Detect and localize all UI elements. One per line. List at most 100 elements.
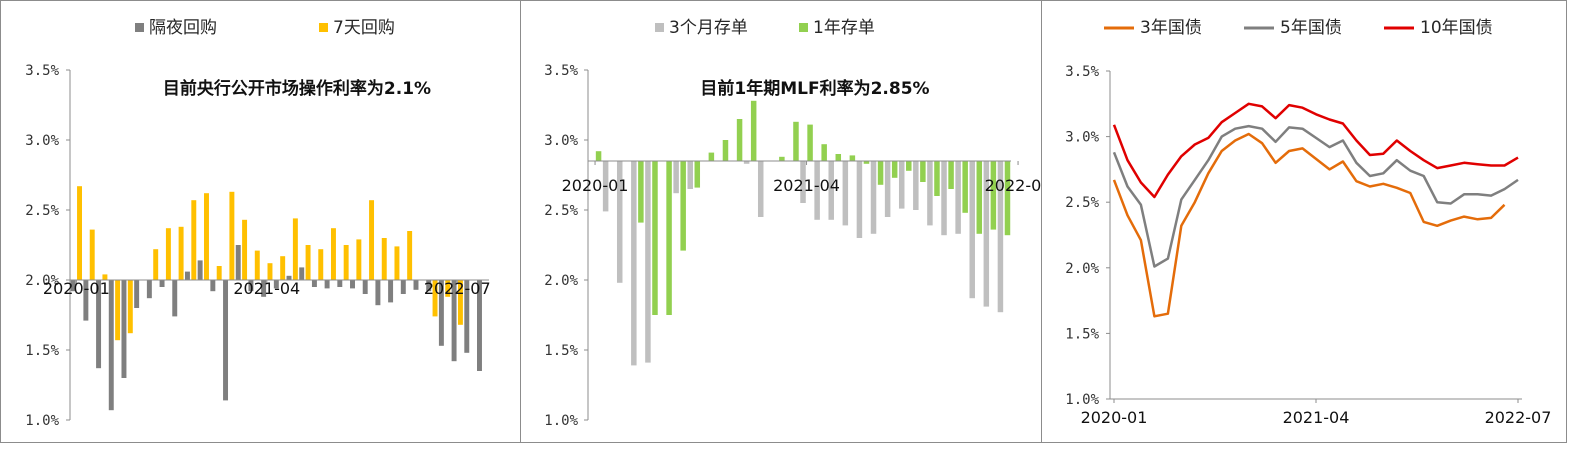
legend-swatch [655,23,664,32]
bar-a [426,280,432,292]
chart-treasury-yields: 1.0% 1.5% 2.0% 2.5% 3.0% 3.5% 2020-01 2021-04 20… [1065,18,1552,427]
bar-a [969,161,975,299]
bar-b [948,161,954,189]
bar-b [242,219,248,280]
bar-b [652,161,658,315]
bar-b [229,191,235,280]
legend-label: 10年国债 [1420,18,1493,38]
y-tick-label: 1.5% [1065,326,1099,342]
x-tick-label: 2020-01 [1081,408,1148,427]
bar-b [906,161,912,171]
bar-a [96,280,102,369]
bar-b [990,161,997,230]
y-tick-label: 1.0% [544,413,578,429]
bar-a [388,280,394,303]
bar-a [983,161,990,307]
bar-b [708,152,715,161]
bar-b [191,200,197,280]
bar-a [223,280,229,401]
series-line-2 [1112,102,1519,199]
y-tick-label: 2.5% [1065,195,1099,211]
x-tick-label: 2020-01 [43,279,110,298]
bar-a [337,280,343,287]
bar-b [736,119,743,161]
legend-label: 3个月存单 [669,18,748,38]
bar-a [324,280,330,289]
bar-b [407,231,413,280]
y-tick-label: 3.5% [25,63,59,79]
y-tick-label: 1.5% [544,343,578,359]
bar-a [210,280,216,292]
legend-label: 1年存单 [813,18,875,38]
bar-b [638,161,644,223]
bar-b [432,280,438,317]
bar-a [184,271,190,280]
bar-a [286,275,292,280]
bar-a [299,267,305,280]
bar-b [807,124,813,161]
series-line-1 [1112,124,1519,268]
bar-b [750,100,757,161]
bar-a [70,280,76,292]
series-line-0 [1112,132,1506,318]
bar-a [83,280,89,321]
bar-a [451,280,457,362]
bar-a [602,161,609,212]
bar-a [842,161,849,226]
panel-cd-rates: 1.0% 1.5% 2.0% 2.5% 3.0% 3.5% 目前1年期MLF利率为2.85%… [520,0,1043,443]
y-tick-label: 3.0% [25,133,59,149]
chart-annotation: 目前1年期MLF利率为2.85% [700,78,929,99]
bar-a [273,280,279,289]
bar-b [849,155,856,161]
bar-b [863,161,870,164]
bar-a [197,260,203,280]
bar-a [477,280,482,371]
bar-a [261,280,267,297]
x-tick-label: 2021-04 [233,279,300,298]
bar-a [645,161,651,363]
bar-a [616,161,623,283]
y-tick-label: 1.0% [1065,392,1099,408]
bar-a [927,161,933,226]
bar-a [941,161,947,236]
bar-a [375,280,381,306]
panel-repo-rates: 1.0% 1.5% 2.0% 2.5% 3.0% 3.5% 目前央行公开市场操作利率为2.1… [0,0,521,443]
bar-b [89,229,95,280]
bar-b [680,161,686,251]
bar-a [673,161,679,194]
bar-a [814,161,820,220]
bar-b [305,245,311,280]
bar-a [134,280,140,308]
bar-b [127,280,133,334]
bar-b [793,121,799,161]
bar-b [722,140,729,161]
x-tick-label: 2021-04 [773,176,840,195]
bar-a [159,280,165,287]
x-tick-label: 2021-04 [1283,408,1350,427]
bar-b [394,246,400,280]
bar-b [976,161,983,234]
bar-a [955,161,961,234]
bar-a [248,280,254,292]
y-tick-label: 3.0% [544,133,578,149]
bar-b [835,154,842,161]
bar-a [757,161,764,217]
bar-a [997,161,1004,313]
bar-b [877,161,884,185]
chart-annotation: 目前央行公开市场操作利率为2.1% [163,78,431,99]
bar-b [318,249,324,280]
bar-a [743,161,750,164]
bar-b [178,226,184,280]
bar-b [330,228,336,280]
x-tick-label: 2022-07 [1485,408,1552,427]
bar-b [694,161,701,188]
bar-a [870,161,877,234]
bar-a [631,161,637,366]
bar-a [856,161,863,238]
bar-a [362,280,368,294]
y-tick-label: 3.5% [544,63,578,79]
bar-a [146,280,152,299]
bar-b [153,249,159,280]
y-tick-label: 2.0% [1065,261,1099,277]
y-tick-label: 3.0% [1065,130,1099,146]
